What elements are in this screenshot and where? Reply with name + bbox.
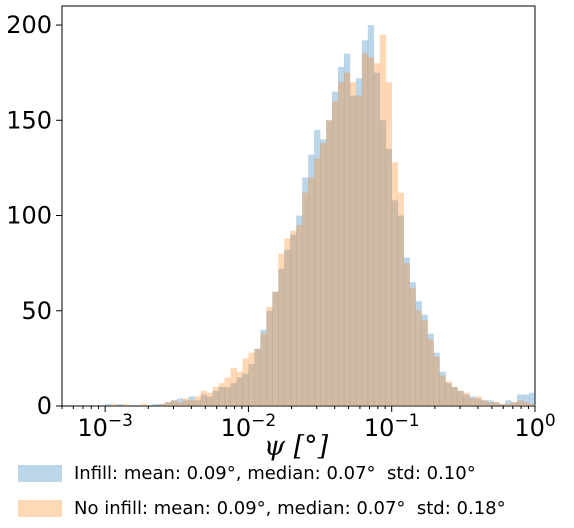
histogram-bar: [475, 396, 481, 406]
histogram-bar: [410, 288, 416, 406]
histogram-bar: [386, 82, 392, 406]
histogram-bar: [225, 377, 231, 406]
histogram-bar: [416, 311, 422, 406]
histogram-bar: [481, 400, 487, 406]
histogram-bar: [213, 387, 219, 406]
histogram-bar: [272, 292, 278, 406]
histogram-bar: [529, 393, 535, 406]
bars-layer: [105, 25, 535, 406]
y-tick-label: 50: [21, 297, 52, 325]
histogram-bar: [296, 225, 302, 406]
histogram-bar: [117, 404, 123, 406]
histogram-bar: [523, 402, 529, 406]
histogram-bar: [159, 404, 165, 406]
histogram-bar: [398, 193, 404, 406]
histogram-bar: [463, 393, 469, 406]
histogram-bar: [493, 402, 499, 406]
histogram-bar: [344, 73, 350, 406]
histogram-bar: [428, 339, 434, 406]
legend-item-infill: Infill: mean: 0.09°, median: 0.07° std: …: [18, 456, 506, 491]
histogram-bar: [231, 368, 237, 406]
histogram-bar: [111, 404, 117, 406]
histogram-bar: [219, 383, 225, 406]
histogram-bar: [362, 54, 368, 406]
histogram-bar: [320, 143, 326, 406]
y-tick-label: 0: [37, 392, 52, 420]
histogram-bar: [183, 398, 189, 406]
histogram-bar: [439, 376, 445, 406]
legend-label-infill: Infill: mean: 0.09°, median: 0.07° std: …: [74, 463, 476, 484]
histogram-bar: [195, 396, 201, 406]
histogram-bar: [189, 400, 195, 406]
histogram-bar: [314, 158, 320, 406]
histogram-bar: [284, 238, 290, 406]
histogram-bar: [457, 391, 463, 406]
x-tick-label: 10−3: [77, 411, 133, 442]
histogram-bar: [165, 402, 171, 406]
x-tick-label: 100: [514, 411, 555, 442]
histogram-bar: [207, 393, 213, 406]
series-1: [111, 35, 535, 406]
histogram-bar: [422, 320, 428, 406]
histogram-bar: [177, 402, 183, 406]
histogram-bar: [356, 96, 362, 406]
histogram-bar: [445, 381, 451, 406]
histogram-bar: [278, 254, 284, 406]
y-tick-label: 150: [6, 106, 52, 134]
y-tick-label: 200: [6, 11, 52, 39]
histogram-bar: [266, 307, 272, 406]
histogram-bar: [123, 404, 129, 406]
histogram-bar: [248, 353, 254, 406]
histogram-bar: [171, 400, 177, 406]
histogram-bar: [302, 193, 308, 406]
histogram-bar: [374, 63, 380, 406]
histogram-bar: [290, 231, 296, 406]
histogram-bar: [451, 387, 457, 406]
histogram-bar: [499, 404, 505, 406]
x-tick-label: 10−1: [364, 411, 420, 442]
legend: Infill: mean: 0.09°, median: 0.07° std: …: [18, 456, 506, 526]
histogram-bar: [434, 356, 440, 406]
histogram-bar: [487, 402, 493, 406]
histogram-bar: [242, 358, 248, 406]
histogram-bar: [517, 400, 523, 406]
histogram-bar: [326, 120, 332, 406]
legend-swatch-no-infill: [18, 500, 62, 517]
histogram-bar: [308, 177, 314, 406]
histogram-bar: [404, 263, 410, 406]
histogram-bar: [380, 35, 386, 406]
histogram-bar: [201, 391, 207, 406]
histogram-bar: [392, 162, 398, 406]
histogram-bar: [254, 349, 260, 406]
histogram-bar: [529, 404, 535, 406]
histogram-bar: [153, 404, 159, 406]
histogram-bar: [332, 101, 338, 406]
legend-swatch-infill: [18, 465, 62, 482]
histogram-bar: [338, 82, 344, 406]
histogram-bar: [368, 57, 374, 406]
histogram-bar: [505, 404, 511, 406]
histogram-bar: [105, 404, 111, 406]
histogram-bar: [236, 372, 242, 406]
y-tick-label: 100: [6, 202, 52, 230]
legend-label-no-infill: No infill: mean: 0.09°, median: 0.07° st…: [74, 498, 506, 519]
histogram-bar: [511, 402, 517, 406]
histogram-bar: [260, 334, 266, 406]
histogram-bar: [350, 82, 356, 406]
legend-item-no-infill: No infill: mean: 0.09°, median: 0.07° st…: [18, 491, 506, 526]
histogram-bar: [469, 398, 475, 406]
histogram-bar: [141, 404, 147, 406]
